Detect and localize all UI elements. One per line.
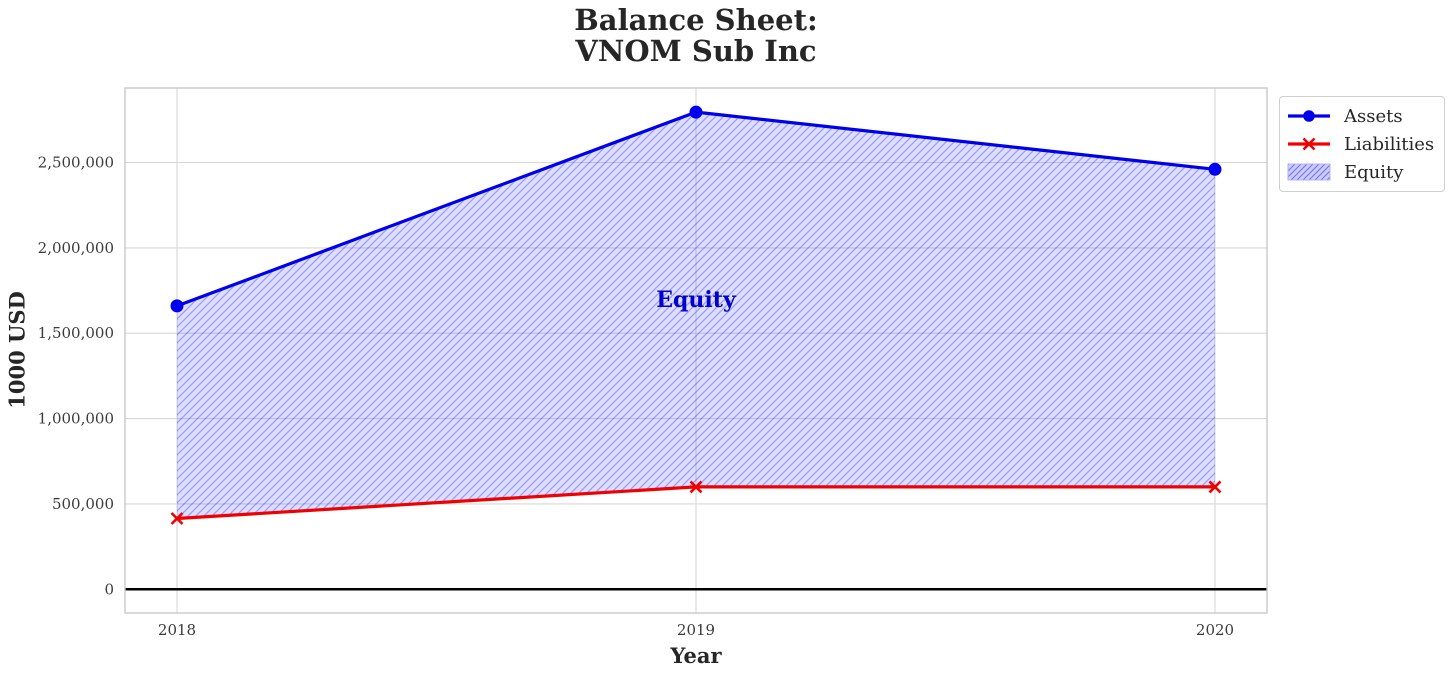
equity-area-annotation: Equity [656,287,735,313]
legend-label-assets: Assets [1344,106,1403,127]
chart-canvas: 0 500,000 1,000,000 1,500,000 2,000,000 2,500… [0,0,1454,676]
equity-hatched-patch-swatch-icon [1286,161,1332,183]
legend: Assets Liabilities Equity [1279,96,1445,192]
legend-item-equity: Equity [1286,158,1438,186]
assets-marker [690,106,703,119]
liabilities-line-x-swatch-icon [1286,133,1332,155]
y-tick-label: 500,000 [52,495,114,513]
legend-item-liabilities: Liabilities [1286,130,1438,158]
legend-label-equity: Equity [1344,162,1403,183]
x-tick-label: 2020 [1196,621,1234,639]
x-tick-label: 2019 [677,621,715,639]
y-axis-label: 1000 USD [5,291,30,408]
assets-marker [1209,163,1222,176]
y-tick-label: 2,500,000 [38,154,114,172]
y-tick-label: 1,500,000 [38,324,114,342]
y-tick-label: 0 [104,580,114,598]
y-tick-label: 1,000,000 [38,410,114,428]
equity-area [177,112,1215,518]
legend-item-assets: Assets [1286,102,1438,130]
chart-title: Balance Sheet: VNOM Sub Inc [125,5,1267,67]
assets-line-circle-swatch-icon [1286,105,1332,127]
x-tick-label: 2018 [158,621,196,639]
y-tick-label: 2,000,000 [38,239,114,257]
balance-sheet-chart-figure: 0 500,000 1,000,000 1,500,000 2,000,000 2,500… [0,0,1454,676]
legend-label-liabilities: Liabilities [1344,134,1434,155]
assets-marker [171,299,184,312]
x-axis-label: Year [125,643,1267,668]
